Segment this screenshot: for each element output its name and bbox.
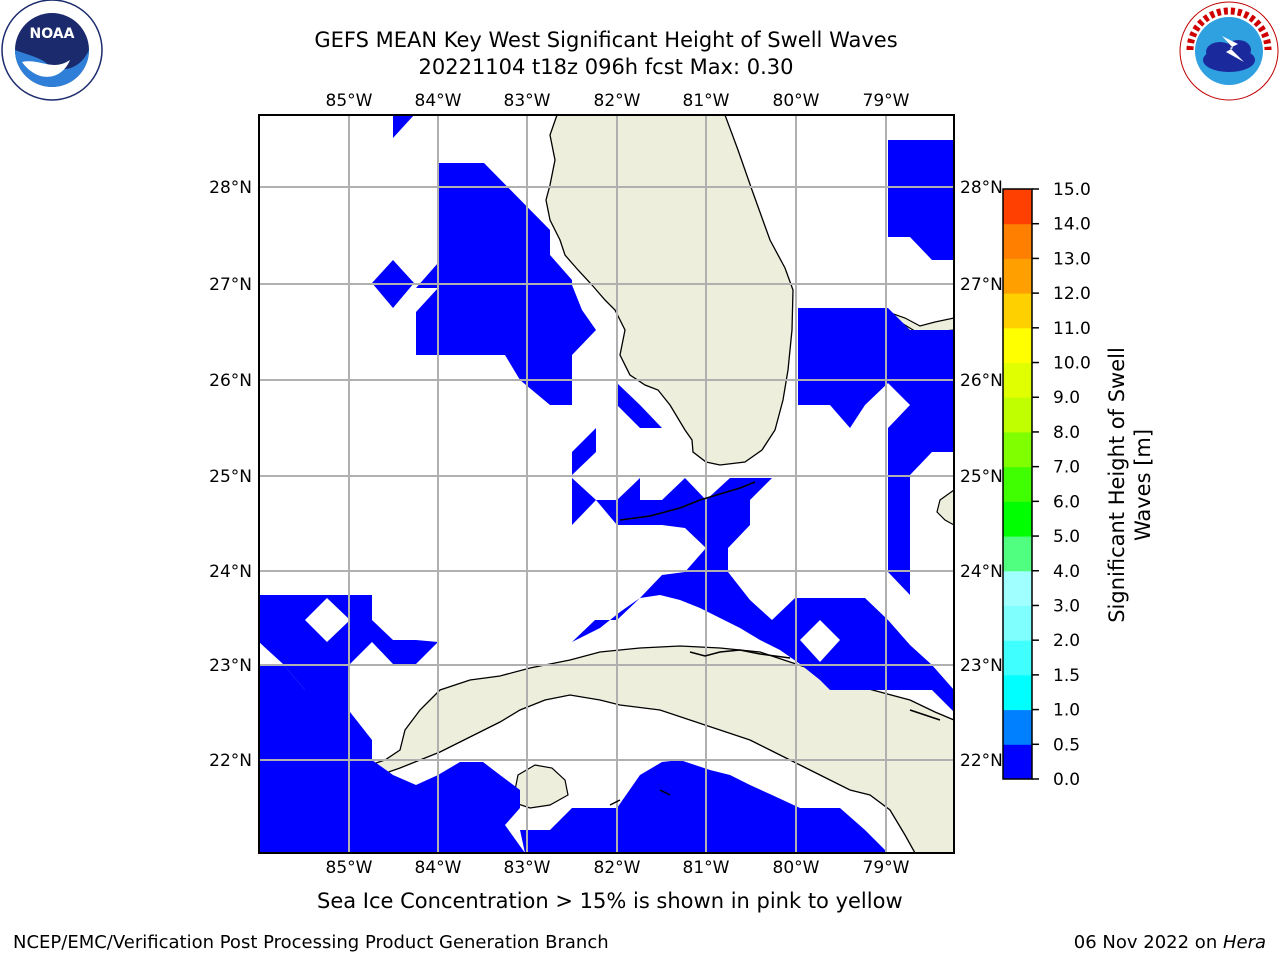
gridlines: [259, 115, 954, 853]
colorbar-segment: [1003, 258, 1032, 294]
lat-label-left: 24°N: [209, 562, 252, 582]
land-florida: [545, 115, 794, 466]
svg-text:NOAA: NOAA: [30, 26, 75, 42]
lon-label-bottom: 83°W: [504, 858, 551, 878]
colorbar-segment: [1003, 501, 1032, 537]
lon-label-bottom: 84°W: [415, 858, 462, 878]
lon-label-top: 83°W: [504, 91, 551, 111]
colorbar-tick-label: 0.0: [1053, 770, 1080, 790]
colorbar-tick-label: 0.5: [1053, 735, 1080, 755]
colorbar-tick-label: 5.0: [1053, 527, 1080, 547]
colorbar-tick-label: 6.0: [1053, 492, 1080, 512]
colorbar-label-line2: Waves [m]: [1131, 429, 1155, 541]
colorbar-tick-label: 14.0: [1053, 215, 1091, 235]
colorbar-segment: [1003, 327, 1032, 364]
colorbar-segment: [1003, 431, 1032, 468]
lon-label-bottom: 80°W: [773, 858, 820, 878]
lon-labels-bottom: 85°W 84°W 83°W 82°W 81°W 80°W 79°W: [326, 858, 910, 878]
lon-label-bottom: 82°W: [594, 858, 641, 878]
colorbar: [1003, 189, 1032, 780]
colorbar-tick-label: 11.0: [1053, 319, 1091, 339]
lat-labels-left: 28°N 27°N 26°N 25°N 24°N 23°N 22°N: [209, 178, 252, 771]
colorbar-segment: [1003, 223, 1032, 259]
lon-label-bottom: 79°W: [863, 858, 910, 878]
lon-label-top: 80°W: [773, 91, 820, 111]
lon-label-top: 82°W: [594, 91, 641, 111]
footer-branch: NCEP/EMC/Verification Post Processing Pr…: [13, 932, 609, 953]
coastline-details: [609, 481, 941, 806]
swell-gap: [800, 620, 840, 662]
colorbar-segment: [1003, 640, 1032, 676]
lat-labels-right: 28°N 27°N 26°N 25°N 24°N 23°N 22°N: [960, 178, 1003, 771]
footer-date: 06 Nov 2022 on Hera: [1074, 932, 1266, 953]
colorbar-segment: [1003, 397, 1032, 433]
lat-label-right: 23°N: [960, 656, 1003, 676]
footer-host: Hera: [1222, 932, 1266, 953]
colorbar-tick-label: 9.0: [1053, 388, 1080, 408]
colorbar-segment: [1003, 570, 1032, 606]
colorbar-frame: [1002, 188, 1033, 780]
chart-subtitle: 20221104 t18z 096h fcst Max: 0.30: [418, 55, 794, 79]
colorbar-segment: [1003, 536, 1032, 572]
lat-label-right: 25°N: [960, 467, 1003, 487]
colorbar-tick-label: 10.0: [1053, 354, 1091, 374]
lat-label-right: 24°N: [960, 562, 1003, 582]
lat-label-left: 28°N: [209, 178, 252, 198]
chart-title: GEFS MEAN Key West Significant Height of…: [314, 28, 898, 52]
lat-label-left: 26°N: [209, 371, 252, 391]
colorbar-segment: [1003, 466, 1032, 502]
lon-label-top: 84°W: [415, 91, 462, 111]
land-bahamas-north: [887, 311, 954, 334]
colorbar-tick-label: 1.5: [1053, 666, 1080, 686]
land-andros: [936, 489, 954, 526]
nws-logo-icon: [1179, 1, 1279, 101]
colorbar-tick-label: 7.0: [1053, 458, 1080, 478]
map-frame: [258, 114, 955, 854]
lat-label-right: 28°N: [960, 178, 1003, 198]
colorbar-tick-label: 8.0: [1053, 423, 1080, 443]
colorbar-tick-label: 4.0: [1053, 562, 1080, 582]
colorbar-segment: [1003, 709, 1032, 745]
colorbar-tick-label: 1.0: [1053, 701, 1080, 721]
colorbar-ticks: 0.0 0.5 1.0 1.5 2.0 3.0 4.0 5.0 6.0 7.0 8.0 9.0 10.0…: [1032, 180, 1091, 790]
lon-label-top: 81°W: [683, 91, 730, 111]
sea-ice-caption: Sea Ice Concentration > 15% is shown in …: [317, 889, 903, 913]
lon-label-bottom: 81°W: [683, 858, 730, 878]
colorbar-segment: [1003, 362, 1032, 398]
noaa-logo-icon: NOAA: [1, 0, 103, 101]
colorbar-segment: [1003, 744, 1032, 780]
swell-gap: [305, 598, 350, 642]
colorbar-tick-label: 3.0: [1053, 596, 1080, 616]
map-area: [259, 115, 954, 853]
colorbar-tick-label: 13.0: [1053, 249, 1091, 269]
colorbar-segment: [1003, 674, 1032, 711]
colorbar-label-line1: Significant Height of Swell: [1105, 347, 1129, 623]
land-cuba: [350, 645, 954, 853]
colorbar-tick-label: 12.0: [1053, 284, 1091, 304]
lat-label-right: 26°N: [960, 371, 1003, 391]
colorbar-segment: [1003, 293, 1032, 329]
lat-label-left: 23°N: [209, 656, 252, 676]
colorbar-segment: [1003, 605, 1032, 641]
lat-label-left: 22°N: [209, 751, 252, 771]
lon-label-top: 79°W: [863, 91, 910, 111]
footer-date-text: 06 Nov 2022 on: [1073, 932, 1223, 953]
colorbar-tick-label: 15.0: [1053, 180, 1091, 200]
lon-label-top: 85°W: [326, 91, 373, 111]
lat-label-left: 25°N: [209, 467, 252, 487]
lat-label-left: 27°N: [209, 275, 252, 295]
lat-label-right: 27°N: [960, 275, 1003, 295]
colorbar-tick-label: 2.0: [1053, 631, 1080, 651]
lon-labels-top: 85°W 84°W 83°W 82°W 81°W 80°W 79°W: [326, 91, 910, 111]
colorbar-segment: [1003, 189, 1032, 225]
lat-label-right: 22°N: [960, 751, 1003, 771]
lon-label-bottom: 85°W: [326, 858, 373, 878]
